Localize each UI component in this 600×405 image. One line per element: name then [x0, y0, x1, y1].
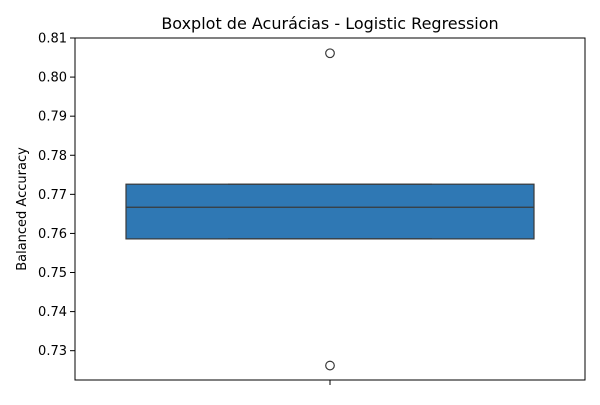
chart-title: Boxplot de Acurácias - Logistic Regressi… [161, 14, 498, 33]
y-tick-label: 0.73 [38, 344, 67, 359]
outlier-point [325, 48, 335, 59]
y-tick-label: 0.76 [38, 227, 67, 242]
y-tick-label: 0.80 [38, 71, 67, 86]
y-tick-label: 0.78 [38, 149, 67, 164]
outliers [325, 48, 335, 371]
y-tick-label: 0.77 [38, 188, 67, 203]
y-tick-label: 0.74 [38, 305, 67, 320]
y-axis-label: Balanced Accuracy [15, 147, 30, 271]
box-group [125, 183, 535, 240]
y-tick-label: 0.75 [38, 266, 67, 281]
y-tick-label: 0.79 [38, 110, 67, 125]
y-tick-label: 0.81 [38, 32, 67, 47]
box [125, 183, 535, 240]
outlier-point [325, 360, 335, 371]
y-axis: 0.73 0.74 0.75 0.76 0.77 0.78 0.79 0.80 0.81 [38, 32, 75, 359]
